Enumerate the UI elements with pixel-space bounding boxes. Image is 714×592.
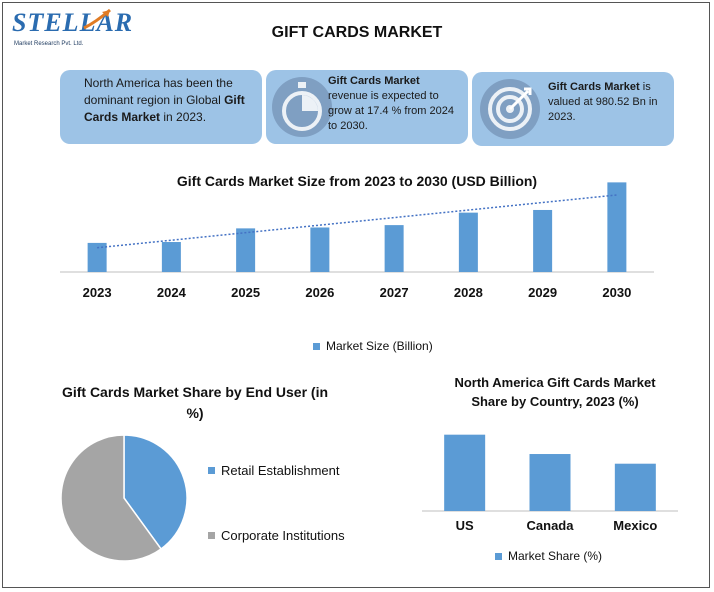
size-trendline <box>97 194 617 249</box>
page-title: GIFT CARDS MARKET <box>271 24 443 41</box>
size-bar <box>310 227 330 272</box>
card-region-post: in 2023. <box>160 110 207 124</box>
size-legend-swatch <box>313 342 320 350</box>
size-bar <box>384 225 404 272</box>
card-value-bold: Gift Cards Market <box>548 81 640 93</box>
pie-legend-retail-swatch <box>208 467 215 474</box>
stopwatch-icon <box>282 82 322 131</box>
card-value-text: Gift Cards Market is valued at 980.52 Bn… <box>548 80 670 125</box>
value-icon-badge <box>480 79 540 139</box>
size-bar <box>533 209 553 272</box>
size-tick-label: 2026 <box>305 285 334 300</box>
country-legend-swatch <box>495 552 502 560</box>
size-bar <box>87 242 107 272</box>
size-legend-label: Market Size (Billion) <box>326 339 433 353</box>
brand-name: STELLAR <box>12 8 134 37</box>
size-bar <box>161 242 181 272</box>
pie-legend-retail-label: Retail Establishment <box>221 463 340 478</box>
country-chart: US Canada Mexico <box>422 434 678 533</box>
country-tick-label: US <box>456 518 474 533</box>
swoosh-icon <box>83 8 111 30</box>
growth-icon-badge <box>272 77 332 137</box>
brand-logo: STELLAR Market Research Pvt. Ltd. <box>12 8 132 56</box>
size-bar <box>607 182 627 272</box>
country-chart-legend: Market Share (%) <box>495 549 602 563</box>
pie-slice <box>123 434 188 551</box>
card-region: North America has been the dominant regi… <box>60 70 262 144</box>
country-bar <box>529 454 571 511</box>
pie-slice <box>60 434 163 562</box>
country-bar <box>614 463 656 511</box>
pie-chart-title: Gift Cards Market Share by End User (in … <box>60 382 330 424</box>
size-tick-label: 2025 <box>231 285 260 300</box>
card-region-pre: North America has been the dominant regi… <box>84 76 233 107</box>
size-bar <box>236 228 256 272</box>
country-tick-label: Mexico <box>613 518 657 533</box>
card-value-post: is valued at 980.52 Bn in 2023. <box>548 81 658 123</box>
size-chart-title: Gift Cards Market Size from 2023 to 2030… <box>176 173 538 189</box>
card-growth-post: revenue is expected to grow at 17.4 % fr… <box>328 90 454 132</box>
country-legend-label: Market Share (%) <box>508 549 603 563</box>
size-chart: 2023 2024 2025 2026 2027 2028 2029 2030 <box>60 182 654 300</box>
card-region-text: North America has been the dominant regi… <box>84 75 252 126</box>
card-growth: Gift Cards Market revenue is expected to… <box>266 70 468 144</box>
target-icon <box>488 87 532 131</box>
size-tick-label: 2024 <box>157 285 187 300</box>
size-bar <box>458 212 478 272</box>
pie-chart-title-text: Gift Cards Market Share by End User (in … <box>61 384 329 421</box>
size-tick-label: 2030 <box>602 285 631 300</box>
country-chart-title-text: North America Gift Cards Market Share by… <box>454 375 656 409</box>
pie-chart <box>60 434 188 562</box>
pie-legend-corporate-label: Corporate Institutions <box>221 528 345 543</box>
size-chart-legend: Market Size (Billion) <box>313 339 433 353</box>
country-chart-title: North America Gift Cards Market Share by… <box>440 373 670 411</box>
pie-legend-retail: Retail Establishment <box>208 463 340 478</box>
size-tick-label: 2027 <box>380 285 409 300</box>
card-growth-bold: Gift Cards Market <box>328 75 420 87</box>
size-tick-label: 2023 <box>83 285 112 300</box>
pie-legend-corporate: Corporate Institutions <box>208 528 345 543</box>
country-tick-label: Canada <box>527 518 575 533</box>
card-value: Gift Cards Market is valued at 980.52 Bn… <box>472 72 674 146</box>
card-growth-text: Gift Cards Market revenue is expected to… <box>328 74 462 134</box>
card-region-bold: Gift Cards Market <box>84 93 245 124</box>
country-bar <box>444 434 486 511</box>
brand-tagline: Market Research Pvt. Ltd. <box>14 41 84 47</box>
size-tick-label: 2028 <box>454 285 483 300</box>
pie-legend-corporate-swatch <box>208 532 215 539</box>
size-tick-label: 2029 <box>528 285 557 300</box>
